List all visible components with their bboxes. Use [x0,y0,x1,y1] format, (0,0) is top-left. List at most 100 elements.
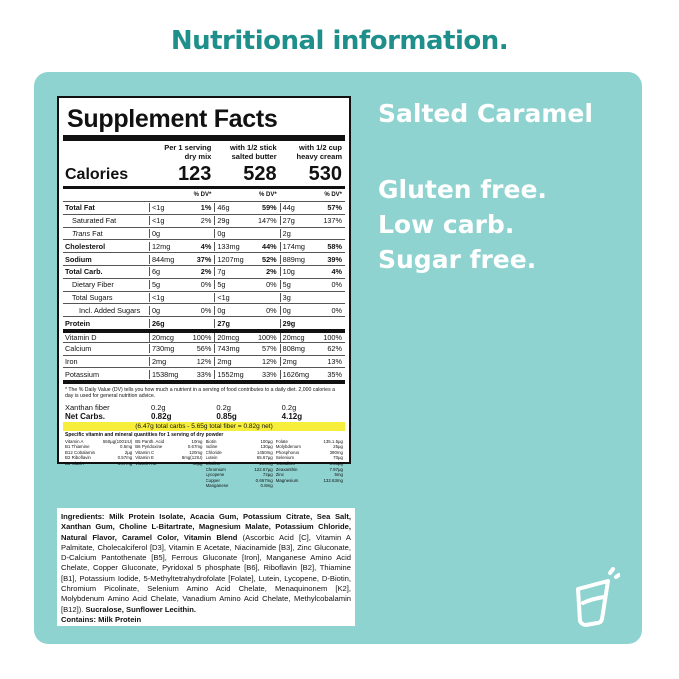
nutrient-label: Calcium [65,344,92,354]
ingredients-bold: Milk Protein Isolate, Acacia Gum, Potass… [61,512,351,542]
nutrient-label: Total Fat [65,203,95,213]
spec-item: B2 Riboflavin 0.57mg [65,455,132,461]
spec-item: B1 Thiamine 0.5mg [65,444,132,450]
nutrient-cell: 2g [279,228,345,238]
dv-footnote: * The % Daily Value (DV) tells you how m… [63,380,345,402]
nutrient-label: Sodium [65,254,92,264]
spec-name: Zinc [275,472,285,478]
nutrient-amount: 27g [282,216,295,226]
spec-item: Lycopene 72µg [206,472,273,478]
claim-sugar-free: Sugar free. [378,245,537,274]
nutrient-cell: 27g 137% [279,216,345,226]
spec-value: 72µg [262,472,273,478]
nutrient-label: Iron [65,356,78,366]
nutrient-label: Dietary Fiber [72,280,114,290]
spec-item: Vanadium 3.33µg [276,461,343,467]
nutrient-dv: 57% [327,203,342,213]
nutrient-label: Trans Fat [72,228,103,238]
nutrient-amount: 29g [217,216,230,226]
spec-value: 6.67mg [117,460,133,466]
spec-name: Magnesium [275,477,299,483]
spec-item: B3 Niacin 6.67mg [65,461,132,467]
nutrient-cell: 3g [279,292,345,302]
spec-item: Choline 205mg [206,461,273,467]
nutrient-dv: 4% [200,241,212,251]
nutrient-amount: 44g [282,203,295,213]
nutrient-cell: 0g 0% [279,305,345,315]
nutrient-dv: 100% [192,332,212,342]
spec-item: Vitamin C 120mg [135,450,202,456]
nutrient-cell: 7g 2% [214,267,279,277]
spec-name: B3 Niacin [65,460,84,466]
nutrient-cell: 0g 0% [149,305,214,315]
nutrient-row: Dietary Fiber 5g 0% 5g 0% 5g 0% [63,277,345,291]
xanthan-value: 0.2g [216,402,231,412]
nutrient-cell: 0g [214,228,279,238]
xanthan-row: Xanthan fiber 0.2g 0.2g 0.2g [63,403,345,412]
spec-name: B5 Panth. Acid [135,438,165,444]
column-header: Per 1 serving dry mix [164,143,212,161]
nutrient-cell: 5g 0% [214,280,279,290]
nutrient-cell: 2mg 12% [149,356,214,366]
nutrient-amount: 808mg [282,344,305,354]
spec-item: B12 Cobalamin 2µg [65,450,132,456]
spec-value: 65.67µg [256,455,273,461]
spec-item: Phosphorus 390mg [276,450,343,456]
cup-icon [576,567,620,627]
spec-name: Copper [205,477,220,483]
nutrient-cell: 5g 0% [149,280,214,290]
nutrient-amount: 0g [282,305,291,315]
nutrient-row: Vitamin D 20mcg 100% 20mcg 100% 20mcg 100% [63,328,345,342]
nutrient-amount: 5g [152,280,161,290]
nutrient-cell: <1g 2% [149,216,214,226]
column-header: with 1/2 cup heavy cream [296,143,342,161]
calories-value: 528 [243,163,277,185]
nutrient-cell: 174mg 58% [279,241,345,251]
spec-name: B1 Thiamine [65,444,90,450]
nutrient-amount: 1626mg [282,369,310,379]
nutrient-amount: 0g [217,305,226,315]
spec-name: Folate [275,438,288,444]
nutrient-cell: 29g [279,318,345,328]
nutrient-amount: <1g [217,292,230,302]
nutrient-amount: 7g [217,267,226,277]
nutrient-row: Incl. Added Sugars 0g 0% 0g 0% 0g 0% [63,303,345,316]
vitamin-mineral-grid: Vitamin A 550µg(1001IU) B5 Panth. Acid 10mg… [63,439,345,489]
spec-item [65,483,132,489]
nutrient-cell: 808mg 62% [279,344,345,354]
nutrient-label: Saturated Fat [72,216,117,226]
calories-value: 123 [177,163,212,185]
nutrient-dv: 56% [196,344,212,354]
calories-label: Calories [65,166,129,183]
nutrient-cell: 844mg 37% [149,254,214,264]
nutrient-amount: 27g [217,318,230,328]
nutrient-dv: 147% [257,216,277,226]
spec-item: Copper 0.667mg [206,478,273,484]
dv-header: % DV* [258,192,277,198]
spec-name: B2 Riboflavin [65,455,91,461]
net-carbs-label: Net Carbs. [65,411,106,421]
spec-value: 1450mg [256,449,273,455]
panel-title: Supplement Facts [67,105,278,133]
nutrient-label: Incl. Added Sugars [79,305,141,315]
spec-item: Manganese 0.8mg [206,483,273,489]
calories-row: Calories 123 528 530 [63,162,345,184]
nutrient-cell: 5g 0% [279,280,345,290]
xanthan-value: 0.2g [151,402,166,412]
spec-name: Vitamin C [135,449,155,455]
nutrient-amount: 0g [217,228,226,238]
nutrient-dv: 4% [331,267,342,277]
spec-value: 0.8mg [260,483,273,489]
nutrient-dv: 1% [200,203,212,213]
spec-name: B6 Pyridoxine [135,444,163,450]
nutrient-amount: 2mg [282,356,297,366]
spec-name: Vanadium [275,460,296,466]
nutrient-amount: 1207mg [217,254,244,264]
spec-item: Iodine 130µg [206,444,273,450]
nutrient-amount: 12mg [152,241,171,251]
spec-name: Chloride [205,449,222,455]
nutrient-dv: 0% [266,305,277,315]
nutrient-dv: 62% [327,344,342,354]
spec-item: Lutein 65.67µg [206,455,273,461]
nutrient-cell: 27g [214,318,279,328]
